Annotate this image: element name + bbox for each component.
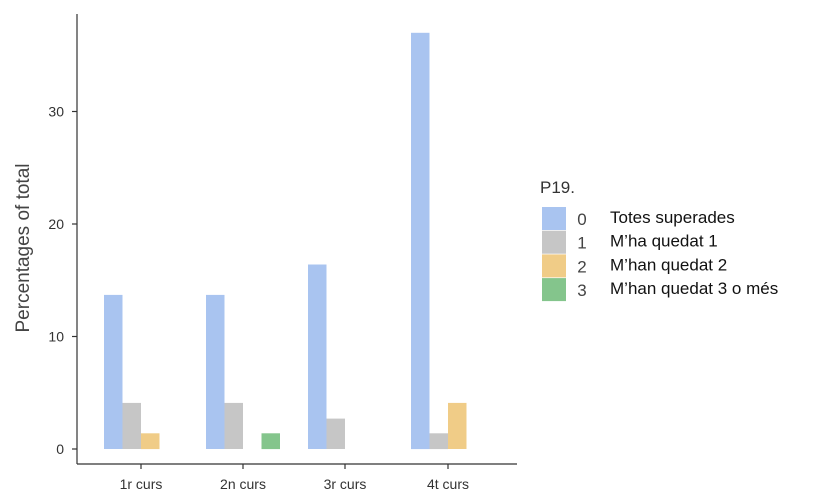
y-axis-ticks: 0 10 20 30 (48, 104, 77, 457)
bar-4t-curs-0 (411, 32, 430, 450)
legend-code: 2 (577, 257, 586, 276)
bar-1r-curs-2 (141, 433, 160, 450)
bar-4t-curs-1 (429, 433, 448, 450)
legend-key-1 (542, 230, 566, 254)
y-tick-label: 20 (48, 216, 64, 232)
x-tick-label: 2n curs (220, 476, 266, 492)
y-axis-title: Percentages of total (13, 164, 34, 333)
y-tick-label: 10 (48, 329, 64, 345)
y-tick-label: 0 (56, 441, 64, 457)
legend-code: 1 (577, 234, 586, 253)
bar-4t-curs-2 (448, 402, 467, 449)
bar-3r-curs-0 (308, 264, 327, 449)
legend: P19. 0 Totes superades 1 M’ha quedat 1 2 M’ha… (540, 178, 778, 302)
x-tick-label: 4t curs (427, 476, 469, 492)
legend-label: M’han quedat 2 (610, 255, 727, 274)
bar-1r-curs-1 (122, 402, 141, 449)
bar-2n-curs-1 (224, 402, 243, 449)
legend-key-0 (542, 207, 566, 230)
bar-3r-curs-1 (326, 418, 345, 449)
x-tick-label: 3r curs (324, 476, 367, 492)
legend-label: M’ha quedat 1 (610, 232, 718, 251)
y-tick-label: 30 (48, 104, 64, 120)
legend-key-3 (542, 278, 566, 302)
legend-key-2 (542, 254, 566, 278)
bar-2n-curs-3 (261, 433, 280, 450)
legend-title: P19. (540, 178, 575, 197)
x-axis-ticks: 1r curs 2n curs 3r curs 4t curs (120, 464, 469, 492)
bar-1r-curs-0 (104, 294, 123, 449)
legend-items: 0 Totes superades 1 M’ha quedat 1 2 M’han que… (542, 207, 778, 302)
legend-code: 3 (577, 281, 586, 300)
bar-2n-curs-0 (206, 294, 225, 449)
bars (104, 32, 467, 450)
plot-area: 0 10 20 30 1r curs 2n curs 3r curs 4t curs Per… (13, 14, 517, 492)
legend-label: M’han quedat 3 o més (610, 279, 778, 298)
legend-code: 0 (577, 210, 586, 229)
legend-label: Totes superades (610, 208, 735, 227)
x-tick-label: 1r curs (120, 476, 163, 492)
